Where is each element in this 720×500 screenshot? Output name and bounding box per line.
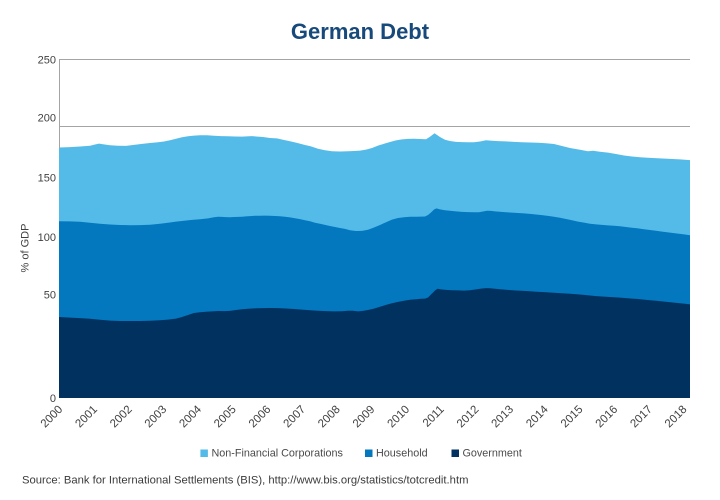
svg-text:2004: 2004	[177, 403, 204, 430]
svg-text:2006: 2006	[247, 404, 274, 431]
svg-text:2003: 2003	[143, 404, 170, 431]
svg-text:250: 250	[38, 54, 56, 66]
svg-text:0: 0	[50, 393, 56, 405]
svg-text:2017: 2017	[628, 404, 655, 431]
svg-text:2016: 2016	[594, 404, 621, 431]
svg-text:2000: 2000	[39, 404, 66, 431]
svg-text:Non-Financial Corporations: Non-Financial Corporations	[212, 448, 344, 460]
svg-text:2018: 2018	[663, 404, 690, 431]
svg-text:100: 100	[38, 232, 56, 244]
svg-text:2009: 2009	[351, 404, 378, 431]
svg-text:% of GDP: % of GDP	[20, 224, 32, 273]
svg-text:2005: 2005	[212, 404, 239, 431]
svg-text:2011: 2011	[421, 404, 447, 430]
svg-text:2012: 2012	[455, 404, 482, 431]
svg-text:2013: 2013	[490, 404, 517, 431]
svg-text:2001: 2001	[73, 404, 100, 431]
svg-text:50: 50	[44, 290, 56, 302]
svg-text:Household: Household	[376, 448, 428, 460]
svg-text:Government: Government	[463, 448, 522, 460]
svg-text:2008: 2008	[316, 404, 343, 431]
svg-text:200: 200	[38, 113, 56, 125]
svg-text:150: 150	[38, 173, 56, 185]
svg-text:2007: 2007	[282, 404, 309, 431]
svg-text:2002: 2002	[108, 404, 135, 431]
svg-text:Source: Bank for International: Source: Bank for International Settlemen…	[22, 475, 468, 487]
svg-text:2010: 2010	[386, 404, 413, 431]
svg-text:2014: 2014	[524, 403, 551, 430]
svg-text:2015: 2015	[559, 404, 586, 431]
